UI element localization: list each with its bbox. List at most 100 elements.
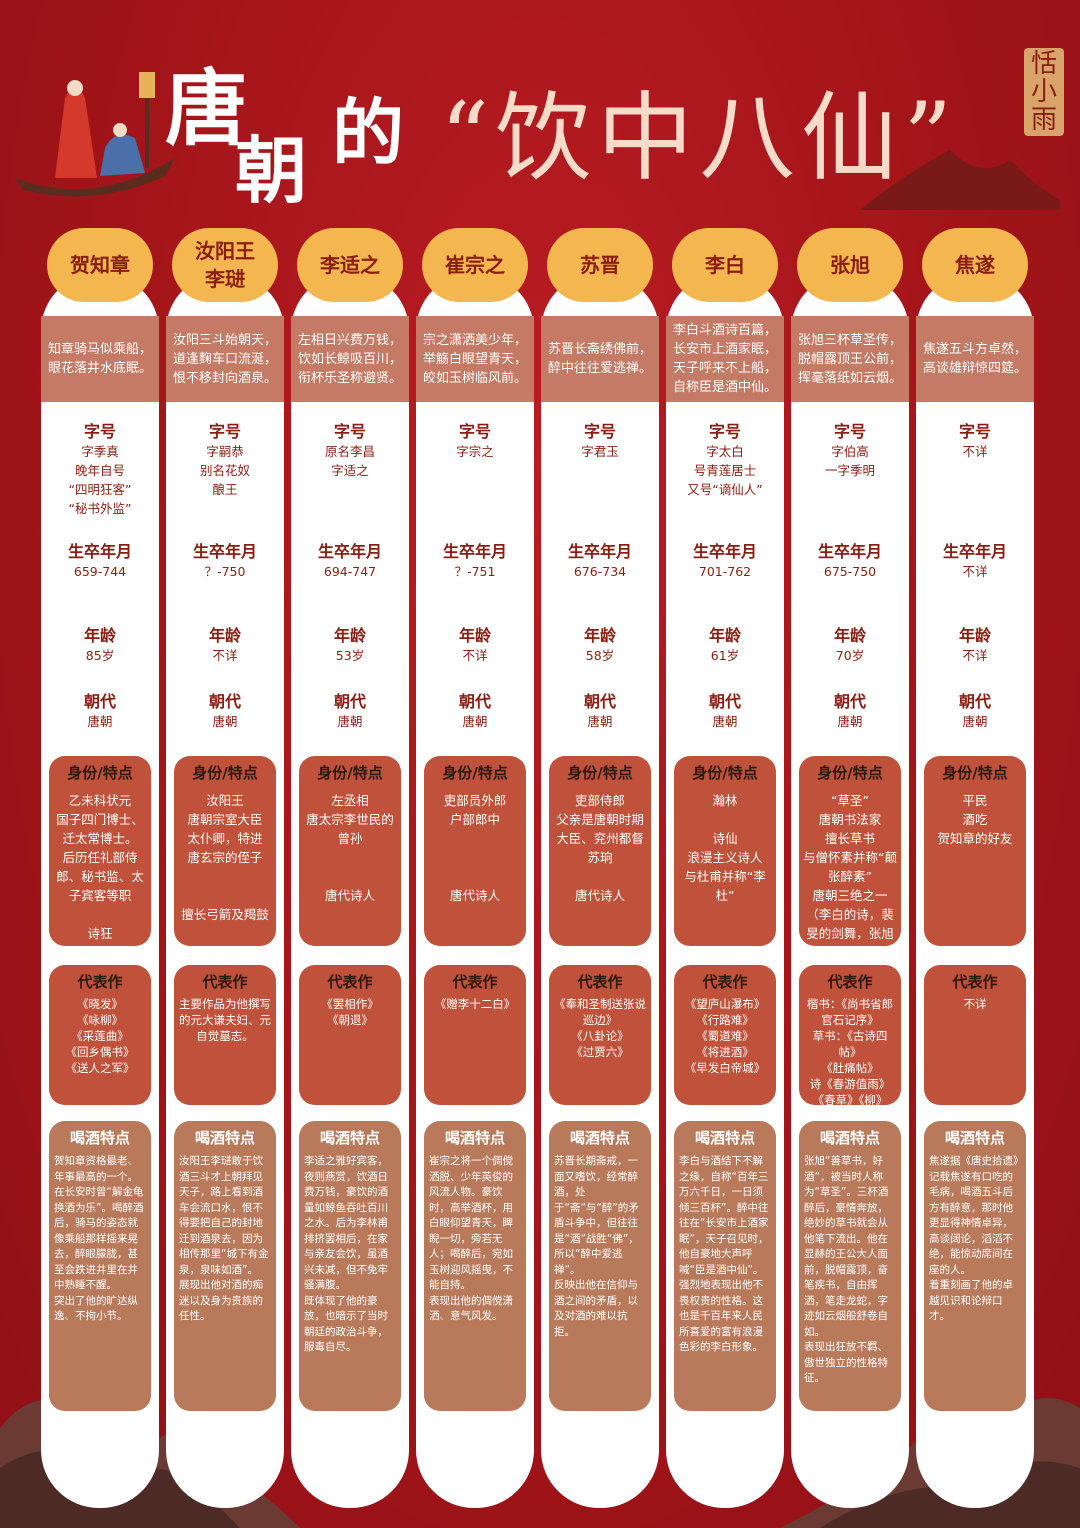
works-heading: 代表作 [452, 973, 498, 991]
drink-box: 喝酒特点 李适之雅好宾客，夜则燕赏，饮酒日费万钱，豪饮的酒量如鲸鱼吞吐百川之水。… [299, 1121, 401, 1411]
poem-line: 汝阳三斗始朝天，道逢麴车口流涎，恨不移封向酒泉。 [166, 316, 284, 402]
drink-box: 喝酒特点 崔宗之将一个倜傥洒脱、少年英俊的风流人物。豪饮时，高举酒杯，用白眼仰望… [424, 1121, 526, 1411]
works-text: 《晓发》 《咏柳》 《采莲曲》 《回乡偶书》 《送人之军》 [65, 997, 135, 1075]
identity-box: 身份/特点 汝阳王 唐朝宗室大臣 太仆卿，特进 唐玄宗的侄子 擅长弓箭及羯鼓 [174, 756, 276, 946]
drink-heading: 喝酒特点 [569, 1129, 630, 1147]
dynasty-label: 朝代 [708, 692, 741, 711]
zihao-value: 原名李昌 字适之 [324, 444, 375, 478]
drink-text: 李白与酒结下不解之缘，自称“百年三万六千日，一日须倾三百杯”。醉中往往在“长安市… [679, 1155, 769, 1353]
identity-box: 身份/特点 左丞相 唐太宗李世民的曾孙 唐代诗人 [299, 756, 401, 946]
poem-line: 知章骑马似乘船，眼花落井水底眠。 [41, 316, 159, 402]
poem-line: 张旭三杯草圣传，脱帽露顶王公前，挥毫落纸如云烟。 [791, 316, 909, 402]
years-label: 生卒年月 [567, 542, 632, 561]
dynasty-label: 朝代 [833, 692, 866, 711]
works-box: 代表作 《奉和圣制送张说巡边》 《八卦论》 《过贾六》 [549, 965, 651, 1105]
years-value: 676-734 [573, 564, 627, 579]
dynasty-label: 朝代 [958, 692, 991, 711]
poet-name: 张旭 [797, 228, 903, 302]
age-label: 年龄 [583, 626, 616, 645]
drink-heading: 喝酒特点 [694, 1129, 755, 1147]
poet-info: 字号 字君玉 生卒年月 676-734 年龄 58岁 朝代 唐朝 [541, 418, 659, 731]
poet-name: 贺知章 [47, 228, 153, 302]
identity-heading: 身份/特点 [67, 764, 133, 782]
poet-info: 字号 字宗之 生卒年月 ？-751 年龄 不详 朝代 唐朝 [416, 418, 534, 731]
zihao-value: 字伯高 一字季明 [824, 444, 875, 478]
years-value: 675-750 [823, 564, 877, 579]
dynasty-label: 朝代 [333, 692, 366, 711]
zihao-label: 字号 [708, 422, 741, 441]
zihao-label: 字号 [958, 422, 991, 441]
poet-name: 李白 [672, 228, 778, 302]
years-value: 不详 [962, 564, 988, 579]
poet-info: 字号 字太白 号青莲居士 又号“谪仙人” 生卒年月 701-762 年龄 61岁… [666, 418, 784, 731]
identity-text: 吏部侍郎 父亲是唐朝时期大臣、兖州都督苏珦 唐代诗人 [556, 793, 644, 903]
age-label: 年龄 [208, 626, 241, 645]
drink-heading: 喝酒特点 [444, 1129, 505, 1147]
zihao-value: 字宗之 [456, 444, 494, 459]
age-label: 年龄 [458, 626, 491, 645]
poet-name: 焦遂 [922, 228, 1028, 302]
works-box: 代表作 楷书：《尚书省郎官石记序》 草书：《古诗四帖》 《肚痛帖》 诗《春游值雨… [799, 965, 901, 1107]
drink-box: 喝酒特点 贺知章资格最老、年事最高的一个。在长安时曾“解金龟换酒为乐”。喝醉酒后… [49, 1121, 151, 1411]
identity-box: 身份/特点 吏部侍郎 父亲是唐朝时期大臣、兖州都督苏珦 唐代诗人 [549, 756, 651, 946]
dynasty-value: 唐朝 [962, 714, 988, 729]
identity-box: 身份/特点 吏部员外郎 户部郎中 唐代诗人 [424, 756, 526, 946]
dynasty-value: 唐朝 [712, 714, 738, 729]
poet-column: 汝阳王 李琎 汝阳三斗始朝天，道逢麴车口流涎，恨不移封向酒泉。 字号 字嗣恭 别… [166, 228, 284, 1518]
works-heading: 代表作 [202, 973, 248, 991]
works-text: 《奉和圣制送张说巡边》 《八卦论》 《过贾六》 [554, 997, 646, 1059]
dynasty-label: 朝代 [583, 692, 616, 711]
years-label: 生卒年月 [67, 542, 132, 561]
works-box: 代表作 《望庐山瀑布》 《行路难》 《蜀道难》 《将进酒》 《早发白帝城》 [674, 965, 776, 1105]
title-char-2: 朝 [235, 128, 308, 213]
poet-column: 李适之 左相日兴费万钱，饮如长鲸吸百川，衔杯乐圣称避贤。 字号 原名李昌 字适之… [291, 228, 409, 1518]
zihao-value: 字君玉 [581, 444, 619, 459]
dynasty-value: 唐朝 [87, 714, 113, 729]
drink-box: 喝酒特点 汝阳王李琎敢于饮酒三斗才上朝拜见天子，路上看到酒车会流口水，恨不得要把… [174, 1121, 276, 1411]
age-label: 年龄 [83, 626, 116, 645]
works-heading: 代表作 [827, 973, 873, 991]
identity-heading: 身份/特点 [192, 764, 258, 782]
works-heading: 代表作 [327, 973, 373, 991]
drink-text: 张旭“善草书，好酒”，被当时人称为“草圣”。三杯酒醉后，豪情奔放，绝妙的草书就会… [804, 1155, 889, 1384]
zihao-value: 不详 [962, 444, 988, 459]
age-label: 年龄 [833, 626, 866, 645]
identity-heading: 身份/特点 [567, 764, 633, 782]
drink-box: 喝酒特点 张旭“善草书，好酒”，被当时人称为“草圣”。三杯酒醉后，豪情奔放，绝妙… [799, 1121, 901, 1411]
zihao-label: 字号 [208, 422, 241, 441]
poet-column: 焦遂 焦遂五斗方卓然，高谈雄辩惊四筵。 字号 不详 生卒年月 不详 年龄 不详 … [916, 228, 1034, 1518]
drink-text: 汝阳王李琎敢于饮酒三斗才上朝拜见天子，路上看到酒车会流口水，恨不得要把自己的封地… [179, 1155, 269, 1322]
works-box: 代表作 主要作品为他撰写的元大谦夫妇、元自觉墓志。 [174, 965, 276, 1105]
identity-text: “草圣” 唐朝书法家 擅长草书 与僧怀素并称“颠张醉素” 唐朝三绝之一（李白的诗… [803, 793, 897, 960]
age-label: 年龄 [333, 626, 366, 645]
poet-column: 苏晋 苏晋长斋绣佛前，醉中往往爱逃禅。 字号 字君玉 生卒年月 676-734 … [541, 228, 659, 1518]
years-label: 生卒年月 [692, 542, 757, 561]
title-main: “饮中八仙” [440, 82, 959, 194]
zihao-label: 字号 [833, 422, 866, 441]
poet-name: 崔宗之 [422, 228, 528, 302]
years-label: 生卒年月 [442, 542, 507, 561]
age-value: 53岁 [335, 648, 365, 663]
title-char-1: 唐 [165, 61, 248, 157]
works-box: 代表作 《赠李十二白》 [424, 965, 526, 1105]
zihao-value: 字嗣恭 别名花奴 酿王 [199, 444, 250, 497]
poet-info: 字号 不详 生卒年月 不详 年龄 不详 朝代 唐朝 [916, 418, 1034, 731]
zihao-value: 字太白 号青莲居士 又号“谪仙人” [687, 444, 763, 497]
identity-box: 身份/特点 乙未科状元 国子四门博士、迁太常博士。 后历任礼部侍郎、秘书监、太子… [49, 756, 151, 946]
drink-text: 李适之雅好宾客，夜则燕赏，饮酒日费万钱，豪饮的酒量如鲸鱼吞吐百川之水。后为李林甫… [304, 1155, 388, 1353]
works-text: 不详 [963, 997, 987, 1011]
identity-text: 左丞相 唐太宗李世民的曾孙 唐代诗人 [306, 793, 394, 903]
dynasty-value: 唐朝 [337, 714, 363, 729]
identity-box: 身份/特点 “草圣” 唐朝书法家 擅长草书 与僧怀素并称“颠张醉素” 唐朝三绝之… [799, 756, 901, 960]
identity-heading: 身份/特点 [317, 764, 383, 782]
identity-text: 乙未科状元 国子四门博士、迁太常博士。 后历任礼部侍郎、秘书监、太子宾客等职 诗… [56, 793, 144, 941]
poet-info: 字号 字季真 晚年自号 “四明狂客” “秘书外监” 生卒年月 659-744 年… [41, 418, 159, 731]
page-title: 唐 朝 的 “饮中八仙” 恬小雨 [0, 0, 1080, 213]
works-text: 主要作品为他撰写的元大谦夫妇、元自觉墓志。 [179, 997, 271, 1043]
dynasty-value: 唐朝 [837, 714, 863, 729]
author-seal: 恬小雨 [1024, 48, 1064, 136]
identity-heading: 身份/特点 [942, 764, 1008, 782]
drink-heading: 喝酒特点 [194, 1129, 255, 1147]
poet-info: 字号 原名李昌 字适之 生卒年月 694-747 年龄 53岁 朝代 唐朝 [291, 418, 409, 731]
drink-box: 喝酒特点 苏晋长期斋戒，一面又嗜饮，经常醉酒，处于“斋”与“醉”的矛盾斗争中，但… [549, 1121, 651, 1411]
